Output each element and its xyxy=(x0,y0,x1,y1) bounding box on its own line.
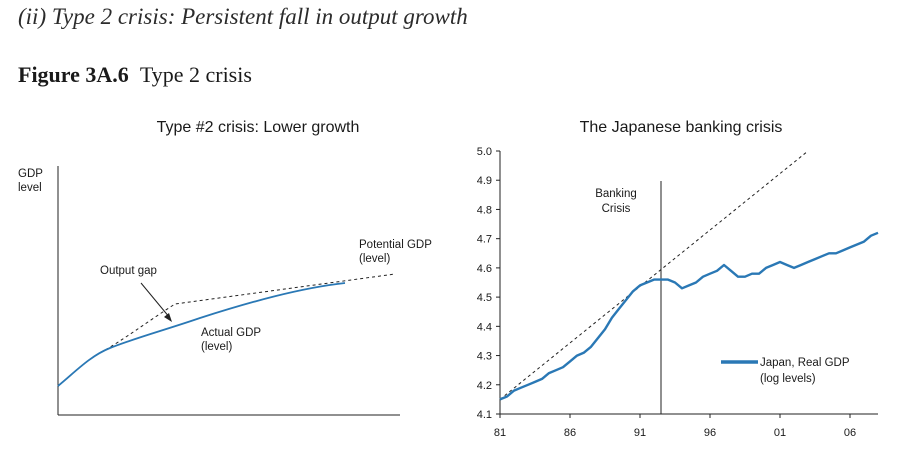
right-x-axis: 81 86 91 96 01 06 xyxy=(494,413,878,439)
y-tick-label: 4.9 xyxy=(477,175,492,187)
japan-gdp-line xyxy=(499,231,879,401)
actual-gdp-line xyxy=(57,282,346,387)
figure-title: Type 2 crisis xyxy=(139,62,252,87)
right-y-axis: 4.1 4.2 4.3 4.4 4.5 4.6 4.7 4.8 4.9 5.0 xyxy=(477,146,501,421)
figure-caption: Figure 3A.6 Type 2 crisis xyxy=(18,62,252,88)
x-tick-label: 01 xyxy=(774,427,786,439)
banking-crisis-label-line1: Banking xyxy=(595,188,637,200)
legend-series-note: (log levels) xyxy=(760,373,816,385)
y-tick-label: 4.5 xyxy=(477,292,492,304)
y-tick-label: 4.2 xyxy=(477,380,492,392)
y-tick-label: 4.7 xyxy=(477,234,492,246)
x-tick-label: 81 xyxy=(494,427,506,439)
section-heading: (ii) Type 2 crisis: Persistent fall in o… xyxy=(18,4,468,29)
y-tick-label: 4.6 xyxy=(477,263,492,275)
potential-gdp-label-line2: (level) xyxy=(359,253,390,265)
actual-gdp-label-line2: (level) xyxy=(201,341,232,353)
left-y-axis-label-line2: level xyxy=(18,182,42,194)
output-gap-arrowhead xyxy=(164,313,172,322)
left-y-axis-label-line1: GDP xyxy=(18,168,43,180)
x-tick-label: 96 xyxy=(704,427,716,439)
y-tick-label: 4.1 xyxy=(477,409,492,421)
banking-crisis-marker: Banking Crisis xyxy=(595,181,662,414)
potential-gdp-label-line1: Potential GDP xyxy=(359,239,432,251)
left-chart: Type #2 crisis: Lower growth GDP level O… xyxy=(18,119,432,416)
figure-number: Figure 3A.6 xyxy=(18,62,129,87)
output-gap-label: Output gap xyxy=(100,265,157,277)
left-chart-title: Type #2 crisis: Lower growth xyxy=(157,119,360,136)
actual-gdp-label-line1: Actual GDP xyxy=(201,327,261,339)
y-tick-label: 4.4 xyxy=(477,321,492,333)
banking-crisis-label-line2: Crisis xyxy=(602,203,631,215)
legend: Japan, Real GDP (log levels) xyxy=(721,357,850,385)
output-gap-arrow xyxy=(140,282,171,319)
y-tick-label: 4.3 xyxy=(477,351,492,363)
x-tick-label: 06 xyxy=(844,427,856,439)
x-tick-label: 86 xyxy=(564,427,576,439)
y-tick-label: 5.0 xyxy=(477,146,492,158)
legend-series-name: Japan, Real GDP xyxy=(760,357,850,369)
y-tick-label: 4.8 xyxy=(477,204,492,216)
right-chart: The Japanese banking crisis 4.1 4.2 4.3 4.4… xyxy=(477,119,879,439)
right-chart-title: The Japanese banking crisis xyxy=(580,119,783,136)
x-tick-label: 91 xyxy=(634,427,646,439)
japan-gdp-series xyxy=(499,231,879,401)
